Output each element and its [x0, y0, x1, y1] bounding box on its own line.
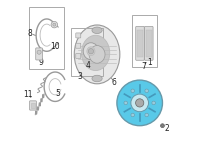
Ellipse shape — [92, 75, 102, 82]
Circle shape — [131, 89, 134, 93]
Circle shape — [136, 99, 144, 107]
Ellipse shape — [92, 27, 102, 34]
Text: 7: 7 — [142, 62, 147, 71]
Circle shape — [152, 101, 155, 105]
FancyBboxPatch shape — [36, 48, 42, 60]
Ellipse shape — [87, 47, 95, 56]
Ellipse shape — [74, 25, 120, 84]
Text: 1: 1 — [147, 58, 152, 67]
FancyBboxPatch shape — [76, 33, 81, 38]
Ellipse shape — [83, 43, 99, 60]
Circle shape — [124, 101, 127, 105]
FancyBboxPatch shape — [146, 30, 152, 57]
Circle shape — [161, 124, 164, 128]
Circle shape — [131, 113, 134, 117]
Text: 8: 8 — [28, 29, 33, 38]
FancyBboxPatch shape — [137, 30, 143, 57]
Circle shape — [145, 89, 148, 93]
Circle shape — [37, 50, 41, 54]
Text: 5: 5 — [56, 89, 61, 98]
Circle shape — [162, 125, 163, 127]
Text: 10: 10 — [50, 42, 60, 51]
Circle shape — [145, 113, 148, 117]
Text: 4: 4 — [86, 61, 91, 70]
FancyBboxPatch shape — [76, 43, 81, 48]
Text: 9: 9 — [39, 58, 44, 67]
FancyBboxPatch shape — [136, 26, 144, 60]
Text: 3: 3 — [78, 72, 83, 81]
Text: 6: 6 — [112, 78, 116, 87]
FancyBboxPatch shape — [30, 101, 36, 110]
Ellipse shape — [81, 35, 110, 71]
Text: 2: 2 — [165, 124, 169, 133]
Circle shape — [117, 80, 162, 126]
Circle shape — [53, 23, 56, 26]
FancyBboxPatch shape — [31, 103, 35, 108]
Circle shape — [131, 94, 149, 112]
Circle shape — [51, 21, 58, 28]
FancyBboxPatch shape — [145, 26, 153, 60]
Circle shape — [88, 49, 94, 54]
FancyBboxPatch shape — [76, 54, 81, 59]
Text: 11: 11 — [23, 90, 33, 99]
Ellipse shape — [89, 46, 105, 63]
